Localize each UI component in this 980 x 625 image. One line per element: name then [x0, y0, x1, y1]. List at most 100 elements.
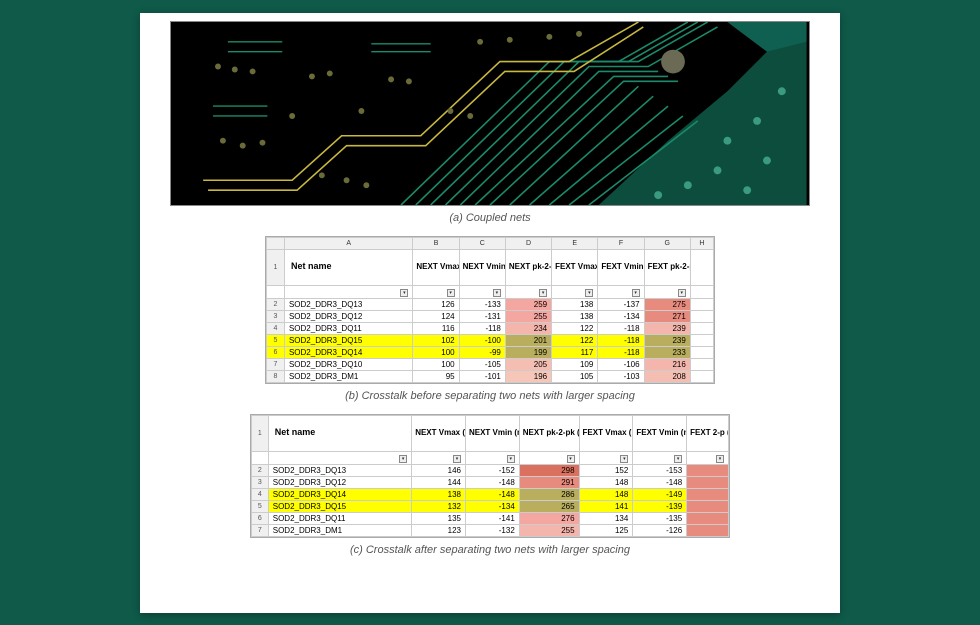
- value-cell: -106: [598, 358, 644, 370]
- value-cell: 100: [413, 358, 459, 370]
- filter-row: ▾ ▾ ▾ ▾ ▾ ▾ ▾: [252, 451, 729, 464]
- value-cell: 125: [579, 524, 633, 536]
- value-cell: 196: [505, 370, 551, 382]
- table-row: 6SOD2_DDR3_DQ11135-141276134-135: [252, 512, 729, 524]
- filter-icon[interactable]: ▾: [447, 289, 455, 297]
- value-cell: 275: [644, 298, 690, 310]
- value-cell: 102: [413, 334, 459, 346]
- pcb-svg: [171, 22, 809, 205]
- table-after: 1 Net name NEXT Vmax (mv) NEXT Vmin (mv)…: [250, 414, 730, 538]
- header-row: 1 Net name NEXT Vmax (mv) NEXT Vmin (mv)…: [252, 415, 729, 451]
- table-row: 6SOD2_DDR3_DQ14100-99199117-118233: [267, 346, 714, 358]
- net-name-cell: SOD2_DDR3_DQ10: [284, 358, 412, 370]
- col-letter-row: A B C D E F G H: [267, 237, 714, 249]
- value-cell: 117: [552, 346, 598, 358]
- value-cell: 216: [644, 358, 690, 370]
- value-cell: 148: [579, 488, 633, 500]
- value-cell: 208: [644, 370, 690, 382]
- value-cell: [687, 476, 729, 488]
- value-cell: -105: [459, 358, 505, 370]
- value-cell: 199: [505, 346, 551, 358]
- value-cell: 141: [579, 500, 633, 512]
- value-cell: [687, 512, 729, 524]
- value-cell: 138: [552, 310, 598, 322]
- value-cell: -99: [459, 346, 505, 358]
- value-cell: -100: [459, 334, 505, 346]
- table-row: 7SOD2_DDR3_DM1123-132255125-126: [252, 524, 729, 536]
- value-cell: -101: [459, 370, 505, 382]
- value-cell: 135: [412, 512, 466, 524]
- filter-icon[interactable]: ▾: [567, 455, 575, 463]
- hdr-fext-pk: FEXT pk-2-pk (mv): [644, 249, 690, 285]
- filter-icon[interactable]: ▾: [585, 289, 593, 297]
- filter-icon[interactable]: ▾: [453, 455, 461, 463]
- filter-icon[interactable]: ▾: [674, 455, 682, 463]
- value-cell: -132: [465, 524, 519, 536]
- value-cell: 201: [505, 334, 551, 346]
- table-row: 8SOD2_DDR3_DM195-101196105-103208: [267, 370, 714, 382]
- value-cell: 116: [413, 322, 459, 334]
- value-cell: 100: [413, 346, 459, 358]
- filter-icon[interactable]: ▾: [399, 455, 407, 463]
- value-cell: 146: [412, 464, 466, 476]
- value-cell: [687, 500, 729, 512]
- table-row: 2SOD2_DDR3_DQ13126-133259138-137275: [267, 298, 714, 310]
- value-cell: 95: [413, 370, 459, 382]
- hdr-netname: Net name: [268, 415, 411, 451]
- value-cell: -103: [598, 370, 644, 382]
- value-cell: 148: [579, 476, 633, 488]
- table-row: 3SOD2_DDR3_DQ12124-131255138-134271: [267, 310, 714, 322]
- value-cell: 276: [519, 512, 579, 524]
- filter-icon[interactable]: ▾: [620, 455, 628, 463]
- table-row: 4SOD2_DDR3_DQ14138-148286148-149: [252, 488, 729, 500]
- hdr-next-pk: NEXT pk-2-pk (mv): [519, 415, 579, 451]
- table-row: 5SOD2_DDR3_DQ15102-100201122-118239: [267, 334, 714, 346]
- value-cell: 122: [552, 334, 598, 346]
- caption-c: (c) Crosstalk after separating two nets …: [170, 544, 810, 556]
- hdr-netname: Net name: [284, 249, 412, 285]
- hdr-fext-vmin: FEXT Vmin (mv): [633, 415, 687, 451]
- hdr-fext-pk: FEXT 2-p (mv): [687, 415, 729, 451]
- filter-icon[interactable]: ▾: [716, 455, 724, 463]
- table-row: 7SOD2_DDR3_DQ10100-105205109-106216: [267, 358, 714, 370]
- hdr-fext-vmax: FEXT Vmax (mv): [552, 249, 598, 285]
- net-name-cell: SOD2_DDR3_DQ11: [268, 512, 411, 524]
- value-cell: [687, 464, 729, 476]
- value-cell: 259: [505, 298, 551, 310]
- value-cell: -134: [465, 500, 519, 512]
- value-cell: 271: [644, 310, 690, 322]
- net-name-cell: SOD2_DDR3_DQ13: [268, 464, 411, 476]
- value-cell: -131: [459, 310, 505, 322]
- filter-row: ▾ ▾ ▾ ▾ ▾ ▾ ▾: [267, 285, 714, 298]
- filter-icon[interactable]: ▾: [493, 289, 501, 297]
- value-cell: -134: [598, 310, 644, 322]
- net-name-cell: SOD2_DDR3_DQ14: [284, 346, 412, 358]
- value-cell: -153: [633, 464, 687, 476]
- filter-icon[interactable]: ▾: [400, 289, 408, 297]
- value-cell: -118: [598, 346, 644, 358]
- value-cell: 239: [644, 334, 690, 346]
- filter-icon[interactable]: ▾: [678, 289, 686, 297]
- hdr-next-vmax: NEXT Vmax (mv): [413, 249, 459, 285]
- value-cell: 105: [552, 370, 598, 382]
- value-cell: -148: [633, 476, 687, 488]
- filter-icon[interactable]: ▾: [539, 289, 547, 297]
- crosstalk-table-b: A B C D E F G H 1 Net name NEXT Vmax (mv…: [266, 237, 714, 383]
- value-cell: 132: [412, 500, 466, 512]
- value-cell: -135: [633, 512, 687, 524]
- hdr-fext-vmin: FEXT Vmin (mv): [598, 249, 644, 285]
- net-name-cell: SOD2_DDR3_DQ12: [284, 310, 412, 322]
- net-name-cell: SOD2_DDR3_DQ12: [268, 476, 411, 488]
- value-cell: 298: [519, 464, 579, 476]
- value-cell: 234: [505, 322, 551, 334]
- filter-icon[interactable]: ▾: [507, 455, 515, 463]
- value-cell: 255: [505, 310, 551, 322]
- value-cell: -137: [598, 298, 644, 310]
- filter-icon[interactable]: ▾: [632, 289, 640, 297]
- value-cell: 138: [552, 298, 598, 310]
- value-cell: 286: [519, 488, 579, 500]
- table-before: A B C D E F G H 1 Net name NEXT Vmax (mv…: [265, 236, 715, 384]
- value-cell: 205: [505, 358, 551, 370]
- value-cell: -148: [465, 476, 519, 488]
- value-cell: 124: [413, 310, 459, 322]
